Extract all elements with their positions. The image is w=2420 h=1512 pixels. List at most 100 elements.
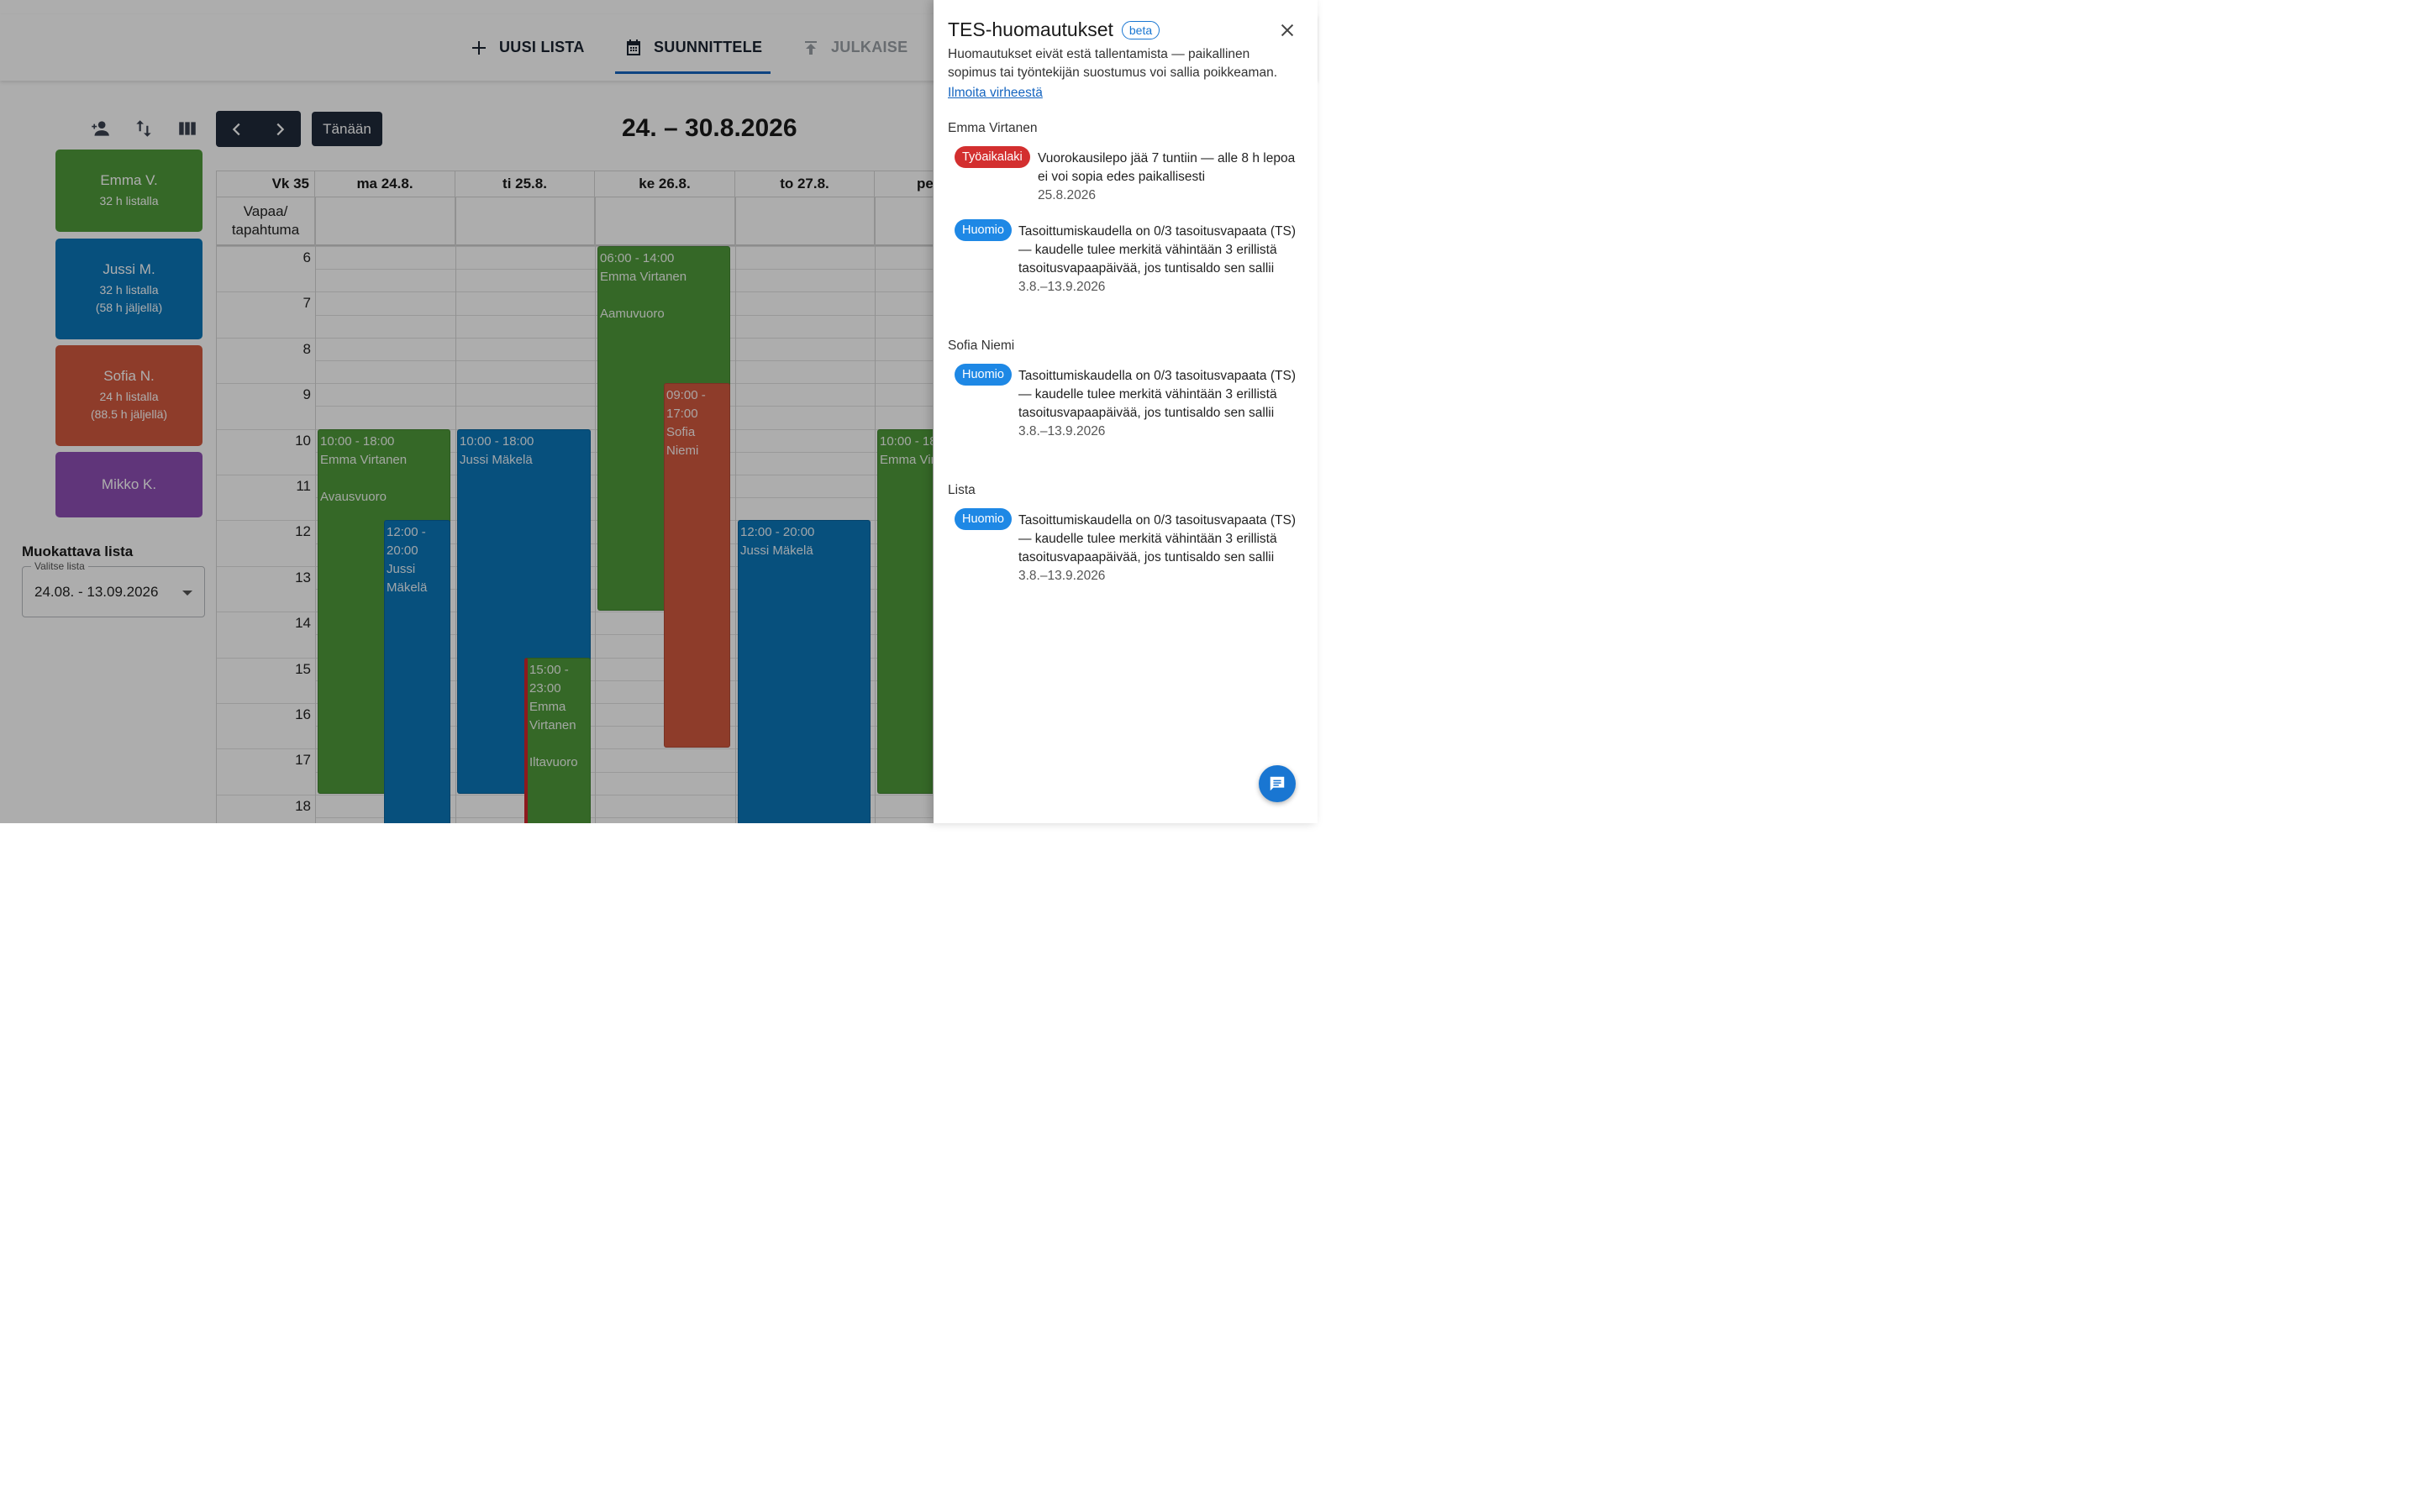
- employee-name: Emma V.: [100, 171, 158, 188]
- report-error-link[interactable]: Ilmoita virheestä: [948, 86, 1043, 100]
- employee-card-mikko[interactable]: Mikko K.: [55, 452, 203, 517]
- drawer-title: TES-huomautukset: [948, 18, 1113, 40]
- hour-line: [217, 291, 933, 293]
- hour-label: 9: [302, 386, 311, 403]
- hour-line: [217, 337, 933, 339]
- hour-label: 8: [302, 340, 311, 357]
- day-header-thu[interactable]: to 27.8.: [735, 171, 875, 197]
- hour-line: [217, 246, 933, 247]
- note-date: 25.8.2026: [1038, 188, 1096, 202]
- calendar-tools: [87, 116, 200, 141]
- hour-label: 15: [295, 660, 311, 677]
- employee-remaining: (58 h jäljellä): [95, 301, 163, 314]
- allday-cell[interactable]: [455, 197, 595, 246]
- employee-card-jussi[interactable]: Jussi M. 32 h listalla (58 h jäljellä): [55, 239, 203, 339]
- employee-card-emma[interactable]: Emma V. 32 h listalla: [55, 150, 203, 232]
- next-week-button[interactable]: [259, 111, 302, 147]
- day-column-divider: [315, 197, 316, 823]
- day-column-divider: [735, 197, 736, 823]
- shift-employee: Jussi Mäkelä: [387, 562, 428, 595]
- tab-publish[interactable]: JULKAISE: [801, 14, 908, 81]
- hour-label: 12: [295, 523, 311, 540]
- allday-cell[interactable]: [595, 197, 735, 246]
- shift-employee: Emma Virtanen: [600, 270, 687, 284]
- employee-hours: 24 h listalla: [99, 390, 159, 403]
- publish-icon: [805, 40, 817, 55]
- list-select[interactable]: Valitse lista 24.08. - 13.09.2026: [22, 560, 205, 617]
- today-button[interactable]: Tänään: [312, 112, 382, 146]
- week-number: Vk 35: [217, 171, 315, 197]
- shift-time: 10:00 - 18:00: [880, 434, 933, 449]
- note-date: 3.8.–13.9.2026: [1018, 280, 1106, 294]
- chat-button[interactable]: [1259, 765, 1296, 802]
- list-select-value: 24.08. - 13.09.2026: [34, 584, 159, 600]
- day-header-tue[interactable]: ti 25.8.: [455, 171, 595, 197]
- note-date: 3.8.–13.9.2026: [1018, 569, 1106, 583]
- shift-event[interactable]: 10:00 - 18:00 Emma Virtanen: [877, 429, 933, 794]
- week-navigation: [216, 111, 301, 147]
- hour-label: 17: [295, 752, 311, 769]
- close-drawer-button[interactable]: [1276, 18, 1299, 42]
- day-header-mon[interactable]: ma 24.8.: [315, 171, 455, 197]
- tab-new-list[interactable]: UUSI LISTA: [469, 14, 585, 81]
- shift-employee: Emma Virtanen: [320, 453, 408, 467]
- shift-time: 10:00 - 18:00: [460, 434, 534, 449]
- shift-type: Iltavuoro: [529, 755, 578, 769]
- hour-label: 13: [295, 569, 311, 585]
- column-view-button[interactable]: [175, 116, 200, 141]
- add-person-button[interactable]: [87, 116, 113, 141]
- shift-event-conflict[interactable]: 15:00 - 23:00 Emma Virtanen Iltavuoro: [524, 658, 591, 823]
- note-body: Tasoittumiskaudella on 0/3 tasoitusvapaa…: [1018, 367, 1299, 441]
- allday-cell[interactable]: [315, 197, 455, 246]
- employee-name: Sofia N.: [103, 368, 155, 384]
- half-hour-line: [315, 817, 933, 818]
- shift-time: 06:00 - 14:00: [600, 251, 675, 265]
- beta-badge: beta: [1121, 20, 1160, 39]
- hour-line: [217, 383, 933, 385]
- employee-name: Mikko K.: [101, 476, 157, 492]
- sort-arrows-icon: [136, 120, 151, 137]
- half-hour-line: [315, 726, 933, 727]
- shift-time: 15:00 - 23:00: [529, 663, 569, 696]
- shift-employee: Jussi Mäkelä: [460, 453, 533, 467]
- note-text: Tasoittumiskaudella on 0/3 tasoitusvapaa…: [1018, 224, 1296, 276]
- hour-label: 10: [295, 432, 311, 449]
- law-chip: Työaikalaki: [955, 146, 1030, 168]
- date-range-title: 24. – 30.8.2026: [622, 114, 797, 142]
- chat-icon: [1270, 776, 1285, 791]
- notice-chip: Huomio: [955, 219, 1012, 241]
- calendar-icon: [627, 39, 640, 55]
- employee-remaining: (88.5 h jäljellä): [90, 407, 168, 421]
- allday-cell[interactable]: [735, 197, 875, 246]
- view-columns-icon: [179, 122, 196, 135]
- allday-label-line1: Vapaa/: [243, 203, 288, 219]
- day-header-wed[interactable]: ke 26.8.: [595, 171, 735, 197]
- previous-week-button[interactable]: [216, 111, 259, 147]
- shift-type: Avausvuoro: [320, 490, 387, 504]
- shift-event[interactable]: 12:00 - 20:00 Jussi Mäkelä: [384, 520, 450, 823]
- sort-button[interactable]: [131, 116, 156, 141]
- employee-card-sofia[interactable]: Sofia N. 24 h listalla (88.5 h jäljellä): [55, 345, 203, 446]
- shift-event[interactable]: 09:00 - 17:00 Sofia Niemi: [664, 383, 730, 748]
- week-calendar: Vk 35 ma 24.8. ti 25.8. ke 26.8. to 27.8…: [216, 171, 933, 823]
- note-text: Tasoittumiskaudella on 0/3 tasoitusvapaa…: [1018, 513, 1296, 564]
- day-header-fri[interactable]: pe: [875, 171, 933, 197]
- plus-icon: [472, 40, 486, 55]
- shift-time: 10:00 - 18:00: [320, 434, 395, 449]
- allday-row-label: Vapaa/ tapahtuma: [217, 197, 315, 246]
- tab-plan[interactable]: SUUNNITTELE: [614, 14, 771, 81]
- chevron-right-icon: [276, 123, 284, 135]
- drawer-subtitle: Huomautukset eivät estä tallentamista — …: [948, 47, 1277, 80]
- shift-type: Aamuvuoro: [600, 307, 665, 321]
- allday-cell[interactable]: [875, 197, 933, 246]
- shift-event[interactable]: 12:00 - 20:00 Jussi Mäkelä: [738, 520, 871, 823]
- shift-employee: Sofia Niemi: [666, 425, 699, 458]
- hour-label: 14: [295, 615, 311, 632]
- drawer-title-row: TES-huomautukset beta: [948, 18, 1160, 41]
- section-heading-list: Lista: [948, 483, 976, 497]
- tab-plan-label: SUUNNITTELE: [654, 39, 763, 55]
- note-body: Tasoittumiskaudella on 0/3 tasoitusvapaa…: [1018, 512, 1299, 585]
- day-column-divider: [455, 197, 456, 823]
- employee-hours: 32 h listalla: [99, 283, 159, 297]
- shift-time: 12:00 - 20:00: [740, 525, 815, 539]
